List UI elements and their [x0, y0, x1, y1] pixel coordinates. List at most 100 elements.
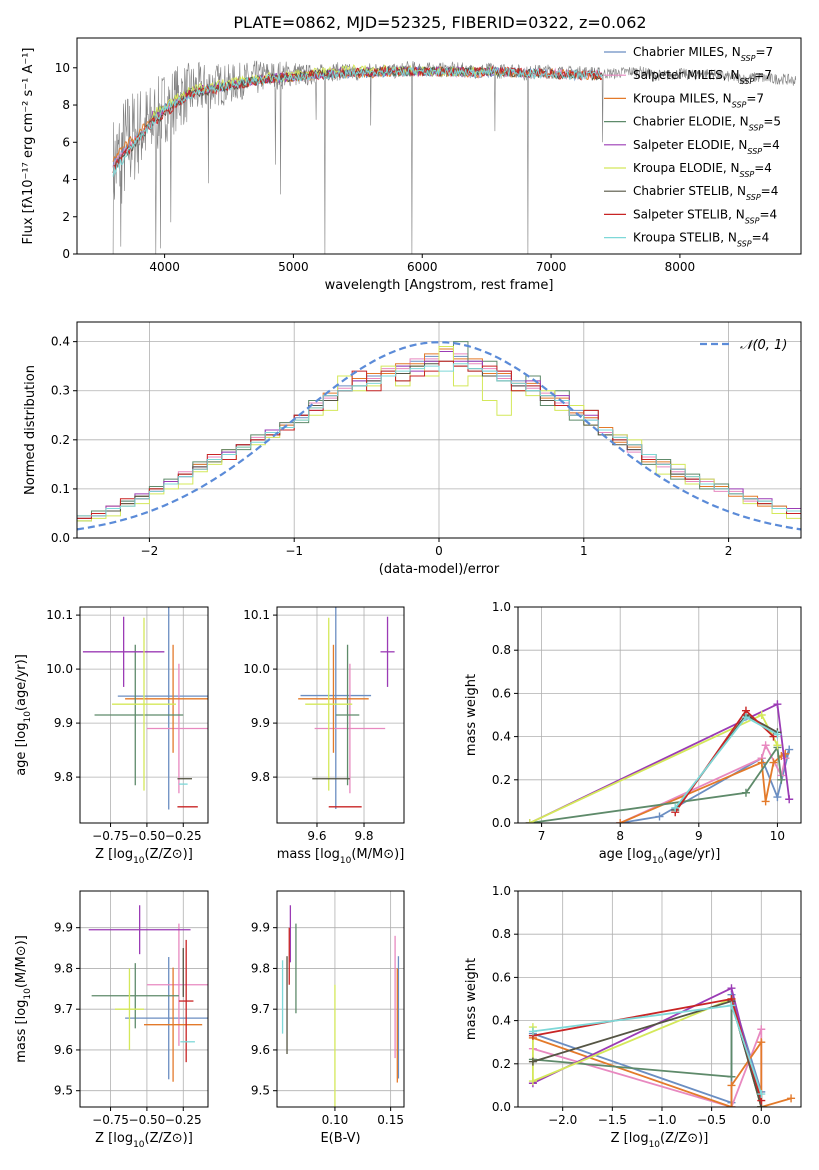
x-axis-label: Z [log10(Z/Z⊙)]	[95, 847, 193, 866]
weight-marker	[757, 711, 766, 719]
y-axis-label: mass weight	[464, 958, 479, 1040]
weight-marker	[757, 1038, 766, 1047]
x-axis-label: (data-model)/error	[379, 562, 500, 577]
weight-marker	[757, 1090, 766, 1099]
y-tick-label: 2	[62, 210, 70, 224]
plot-area	[528, 984, 796, 1107]
y-tick-label: 0.0	[492, 1100, 511, 1114]
legend-label: Chabrier MILES, NSSP=7	[633, 45, 773, 63]
frame: 4000 5000 6000 7000 8000 0 2 4 6 8 10 wavelength [A…	[21, 37, 802, 293]
y-tick-label: 10.1	[243, 608, 270, 622]
y-axis-label: mass [log10(M/M⊙)]	[14, 935, 33, 1063]
axes-frame	[517, 606, 802, 824]
axes-frame	[517, 890, 802, 1108]
x-axis-label: Z [log10(Z/Z⊙)]	[611, 1131, 709, 1150]
y-tick-label: 10.1	[46, 608, 73, 622]
frame: 7 8 9 10 0.0 0.2 0.4 0.6 0.8 1.0 age [log10(age/yr…	[464, 600, 802, 866]
axes-mass-vs-Z: −0.75 −0.50 −0.25 9.5 9.6 9.7 9.8 9.9 Z [log10(Z…	[14, 890, 209, 1150]
plot-area	[298, 607, 395, 809]
weight-marker	[528, 1077, 537, 1086]
x-tick-label: 8	[616, 829, 624, 843]
weight-marker	[773, 741, 782, 750]
plot-area	[112, 60, 797, 254]
legend-label: Chabrier ELODIE, NSSP=5	[633, 115, 781, 133]
axes-residuals: −2 −1 0 1 2 0.0 0.1 0.2 0.3 0.4 (data-model)/error…	[23, 321, 802, 577]
y-tick-label: 9.9	[251, 921, 270, 935]
weight-line	[532, 1037, 792, 1107]
x-tick-label: 6000	[407, 260, 438, 274]
weight-marker	[616, 819, 625, 823]
x-tick-label: 10	[770, 829, 785, 843]
x-axis-label: age [log10(age/yr)]	[599, 847, 721, 866]
weight-marker	[727, 1072, 736, 1081]
y-tick-label: 9.7	[54, 1002, 73, 1016]
x-tick-label: −0.25	[165, 1113, 202, 1127]
y-axis-label: age [log10(age/yr)]	[14, 654, 33, 776]
y-tick-label: 0.4	[51, 335, 70, 349]
x-tick-label: −0.50	[129, 829, 166, 843]
frame: −2.0 −1.5 −1.0 −0.5 0.0 0.0 0.2 0.4 0.6 0.8 1.0 Z […	[464, 884, 802, 1150]
y-axis-label: Flux [fλ10⁻¹⁷ erg cm⁻² s⁻¹ A⁻¹]	[21, 48, 36, 245]
model-spectrum-line	[112, 66, 604, 177]
y-tick-label: 6	[62, 135, 70, 149]
weight-marker	[761, 741, 770, 750]
x-tick-label: −1	[285, 544, 303, 558]
y-tick-label: 4	[62, 173, 70, 187]
y-tick-label: 9.8	[251, 961, 270, 975]
plot-area	[281, 905, 400, 1107]
legend-label: Salpeter ELODIE, NSSP=4	[633, 138, 780, 156]
frame: 9.6 9.8 9.8 9.9 10.0 10.1 mass [log10(M/M⊙)]	[243, 606, 405, 866]
weight-line	[532, 1028, 763, 1107]
y-tick-label: 10.0	[243, 662, 270, 676]
frame: −0.75 −0.50 −0.25 9.5 9.6 9.7 9.8 9.9 Z [log10(Z…	[14, 890, 209, 1150]
legend-label: Kroupa STELIB, NSSP=4	[633, 231, 769, 249]
y-tick-label: 0.0	[51, 531, 70, 545]
y-axis-label: Normed distribution	[23, 365, 38, 495]
plot-area	[525, 700, 794, 823]
x-axis-label: wavelength [Angstrom, rest frame]	[325, 278, 554, 293]
weight-marker	[741, 713, 750, 722]
x-axis-label: Z [log10(Z/Z⊙)]	[95, 1131, 193, 1150]
y-tick-label: 0.1	[51, 482, 70, 496]
weight-line	[619, 742, 787, 823]
y-tick-label: 9.5	[54, 1084, 73, 1098]
y-tick-label: 9.6	[251, 1043, 270, 1057]
frame: −2 −1 0 1 2 0.0 0.1 0.2 0.3 0.4 (data-model)/error…	[23, 321, 802, 577]
plot-area	[77, 341, 801, 531]
x-tick-label: −0.75	[92, 1113, 129, 1127]
x-tick-label: 8000	[665, 260, 696, 274]
weight-marker	[781, 749, 790, 758]
x-tick-label: 0.10	[322, 1113, 349, 1127]
figure-title: PLATE=0862, MJD=52325, FIBERID=0322, z=0…	[233, 13, 646, 32]
weight-marker	[761, 797, 770, 806]
y-tick-label: 0.8	[492, 927, 511, 941]
y-tick-label: 9.8	[251, 770, 270, 784]
x-tick-label: −0.75	[92, 829, 129, 843]
weight-marker	[769, 758, 778, 767]
frame: −0.75 −0.50 −0.25 9.8 9.9 10.0 10.1 Z [log10(Z/…	[14, 606, 209, 866]
axes-spectrum: 4000 5000 6000 7000 8000 0 2 4 6 8 10 wavelength [A…	[21, 37, 802, 293]
axes-weight-vs-age: 7 8 9 10 0.0 0.2 0.4 0.6 0.8 1.0 age [log10(age/yr…	[464, 600, 802, 866]
y-tick-label: 1.0	[492, 600, 511, 614]
axes-frame	[79, 890, 209, 1108]
y-tick-label: 9.5	[251, 1084, 270, 1098]
y-tick-label: 10	[55, 61, 70, 75]
weight-marker	[525, 819, 534, 823]
weight-marker	[655, 812, 664, 821]
axes-age-vs-mass: 9.6 9.8 9.8 9.9 10.0 10.1 mass [log10(M/M⊙)]	[243, 606, 405, 866]
x-axis-label: E(B-V)	[320, 1131, 360, 1146]
weight-marker	[727, 1081, 736, 1090]
y-tick-label: 0.4	[492, 730, 511, 744]
model-spectrum-line	[112, 65, 603, 174]
y-tick-label: 9.8	[54, 961, 73, 975]
x-tick-label: −2.0	[548, 1113, 577, 1127]
weight-marker	[785, 795, 794, 804]
legend-label: 𝒩(0, 1)	[740, 338, 787, 353]
y-tick-label: 9.6	[54, 1043, 73, 1057]
x-tick-label: 9.6	[307, 829, 326, 843]
x-tick-label: 0.0	[752, 1113, 771, 1127]
weight-marker	[757, 1025, 766, 1034]
x-tick-label: 9.8	[354, 829, 373, 843]
weight-marker	[741, 788, 750, 797]
